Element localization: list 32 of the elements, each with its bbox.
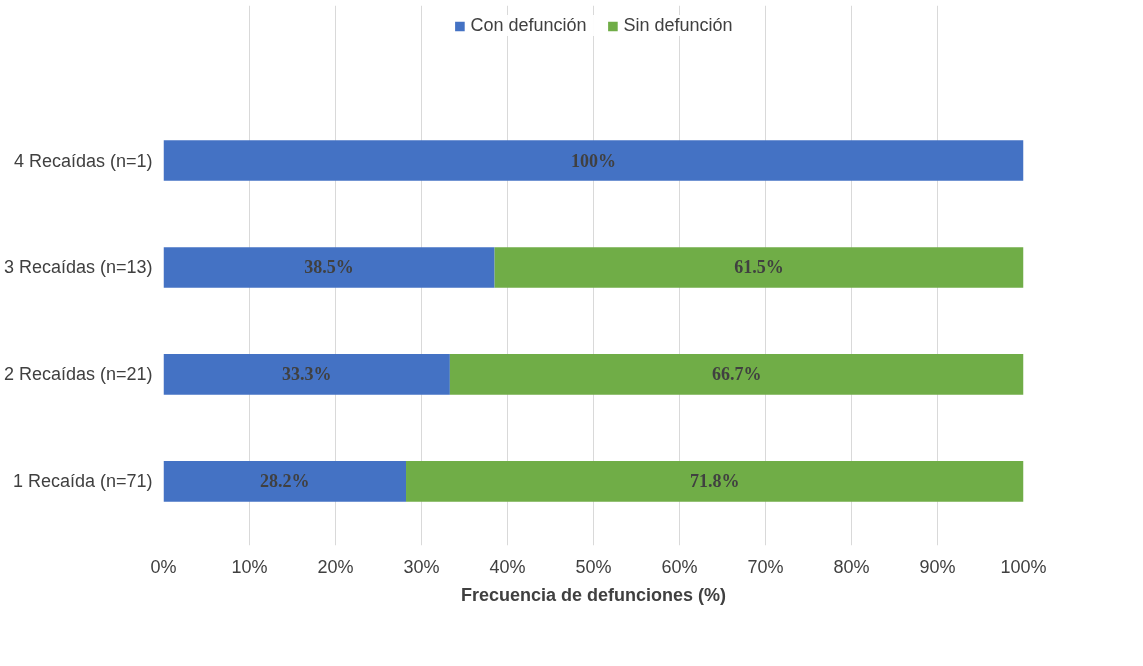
x-axis-title: Frecuencia de defunciones (%) xyxy=(460,584,727,605)
x-tick-label: 30% xyxy=(403,556,440,577)
bar xyxy=(163,461,407,502)
x-tick-label: 0% xyxy=(150,556,177,577)
data-label: 33.3% xyxy=(281,364,332,385)
x-tick-label: 50% xyxy=(575,556,612,577)
bar xyxy=(163,354,450,395)
x-tick-label: 60% xyxy=(661,556,698,577)
x-tick-label: 100% xyxy=(1000,556,1047,577)
y-tick-label: 3 Recaídas (n=13) xyxy=(3,257,153,278)
x-tick-label: 80% xyxy=(833,556,870,577)
y-tick-label: 4 Recaídas (n=1) xyxy=(13,150,153,171)
data-label: 38.5% xyxy=(304,257,354,278)
data-label: 28.2% xyxy=(260,471,310,492)
legend-label: Sin defunción xyxy=(623,15,733,36)
data-label: 66.7% xyxy=(711,364,762,385)
bar xyxy=(494,247,1024,288)
data-label: 71.8% xyxy=(690,471,740,492)
bar xyxy=(449,354,1024,395)
bar xyxy=(163,247,495,288)
data-label: 61.5% xyxy=(734,257,784,278)
y-tick-label: 1 Recaída (n=71) xyxy=(12,471,153,492)
x-tick-label: 70% xyxy=(747,556,784,577)
legend-label: Con defunción xyxy=(470,15,587,36)
bar xyxy=(406,461,1024,502)
data-label: 100% xyxy=(571,150,616,171)
y-tick-label: 2 Recaídas (n=21) xyxy=(3,364,153,385)
x-tick-label: 90% xyxy=(919,556,956,577)
x-tick-label: 40% xyxy=(489,556,526,577)
x-tick-label: 10% xyxy=(231,556,268,577)
x-tick-label: 20% xyxy=(317,556,354,577)
bar xyxy=(163,140,1024,181)
